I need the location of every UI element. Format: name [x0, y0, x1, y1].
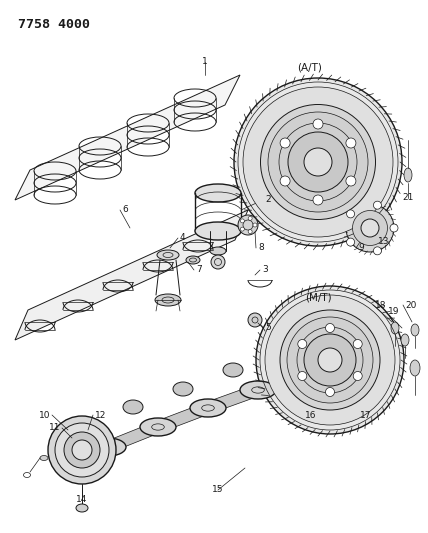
Ellipse shape: [346, 176, 356, 186]
Polygon shape: [15, 75, 240, 200]
Ellipse shape: [373, 201, 381, 209]
Ellipse shape: [157, 250, 179, 260]
Text: 1: 1: [202, 58, 208, 67]
Ellipse shape: [318, 348, 342, 372]
Ellipse shape: [346, 204, 394, 252]
Ellipse shape: [248, 313, 262, 327]
Ellipse shape: [173, 382, 193, 396]
Text: 7758 4000: 7758 4000: [18, 18, 90, 31]
Ellipse shape: [234, 78, 402, 246]
Ellipse shape: [190, 399, 226, 417]
Ellipse shape: [256, 286, 404, 434]
Ellipse shape: [404, 168, 412, 182]
Polygon shape: [15, 210, 248, 340]
Text: 10: 10: [39, 410, 50, 419]
Ellipse shape: [304, 334, 356, 386]
Ellipse shape: [40, 456, 48, 461]
Ellipse shape: [353, 340, 362, 349]
Ellipse shape: [337, 346, 373, 364]
Ellipse shape: [411, 324, 419, 336]
Ellipse shape: [390, 224, 398, 232]
Ellipse shape: [253, 223, 257, 227]
Text: 21: 21: [402, 193, 414, 203]
Polygon shape: [206, 384, 260, 414]
Ellipse shape: [313, 195, 323, 205]
Ellipse shape: [287, 317, 373, 403]
Ellipse shape: [210, 247, 226, 255]
Text: (A/T): (A/T): [297, 63, 322, 73]
Text: 12: 12: [95, 410, 107, 419]
Ellipse shape: [347, 238, 354, 246]
Ellipse shape: [90, 438, 126, 456]
Ellipse shape: [273, 345, 293, 359]
Ellipse shape: [64, 432, 100, 468]
Ellipse shape: [248, 216, 252, 220]
Ellipse shape: [186, 256, 200, 264]
Ellipse shape: [243, 87, 393, 237]
Polygon shape: [256, 366, 310, 395]
Ellipse shape: [320, 327, 340, 341]
Ellipse shape: [410, 360, 420, 376]
Ellipse shape: [288, 132, 348, 192]
Text: 11: 11: [48, 424, 60, 432]
Ellipse shape: [72, 440, 92, 460]
Polygon shape: [306, 349, 357, 378]
Ellipse shape: [195, 222, 241, 240]
Ellipse shape: [240, 381, 276, 399]
Text: 2: 2: [265, 196, 270, 205]
Text: 7: 7: [196, 265, 202, 274]
Ellipse shape: [223, 363, 243, 377]
Ellipse shape: [123, 400, 143, 414]
Ellipse shape: [298, 340, 307, 349]
Ellipse shape: [280, 310, 380, 410]
Text: 4: 4: [180, 233, 186, 243]
Text: 8: 8: [258, 244, 264, 253]
Text: 14: 14: [76, 496, 88, 505]
Ellipse shape: [76, 504, 88, 512]
Ellipse shape: [361, 219, 379, 237]
Ellipse shape: [280, 176, 290, 186]
Text: 17: 17: [360, 410, 372, 419]
Text: (M/T): (M/T): [305, 293, 331, 303]
Ellipse shape: [195, 184, 241, 202]
Ellipse shape: [211, 255, 225, 269]
Text: 5: 5: [265, 324, 271, 333]
Text: 6: 6: [122, 206, 128, 214]
Ellipse shape: [238, 215, 258, 235]
Text: 3: 3: [262, 265, 268, 274]
Text: 20: 20: [405, 301, 416, 310]
Ellipse shape: [241, 227, 244, 231]
Ellipse shape: [298, 372, 307, 381]
Text: 13: 13: [378, 238, 389, 246]
Ellipse shape: [241, 219, 244, 223]
Ellipse shape: [401, 334, 409, 346]
Ellipse shape: [48, 416, 116, 484]
Text: 15: 15: [212, 486, 224, 495]
Text: 19: 19: [388, 308, 399, 317]
Ellipse shape: [373, 247, 381, 255]
Ellipse shape: [248, 230, 252, 233]
Text: 18: 18: [375, 301, 386, 310]
Ellipse shape: [346, 138, 356, 148]
Ellipse shape: [140, 418, 176, 436]
Ellipse shape: [326, 387, 335, 397]
Text: 9: 9: [358, 244, 364, 253]
Ellipse shape: [326, 324, 335, 333]
Polygon shape: [156, 402, 210, 433]
Ellipse shape: [280, 138, 290, 148]
Ellipse shape: [265, 295, 395, 425]
Ellipse shape: [347, 210, 354, 218]
Ellipse shape: [155, 294, 181, 306]
Ellipse shape: [290, 363, 326, 381]
Ellipse shape: [268, 112, 368, 212]
Ellipse shape: [261, 104, 375, 220]
Polygon shape: [106, 422, 160, 453]
Ellipse shape: [353, 372, 362, 381]
Ellipse shape: [391, 322, 399, 334]
Ellipse shape: [55, 423, 109, 477]
Text: 16: 16: [305, 410, 316, 419]
Ellipse shape: [313, 119, 323, 129]
Ellipse shape: [353, 211, 387, 246]
Ellipse shape: [304, 148, 332, 176]
